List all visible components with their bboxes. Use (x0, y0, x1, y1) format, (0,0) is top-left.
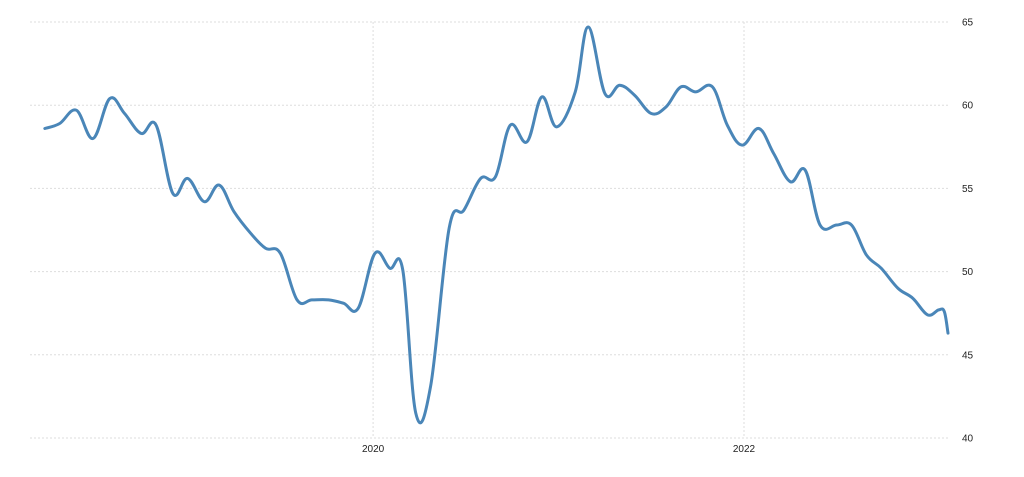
axis-labels: 40 45 50 55 60 65 2020 2022 (362, 18, 974, 456)
y-tick-label: 45 (962, 350, 974, 361)
y-tick-label: 65 (962, 18, 974, 29)
y-tick-label: 55 (962, 184, 974, 195)
x-tick-label: 2020 (362, 444, 385, 455)
y-tick-label: 50 (962, 267, 974, 278)
series-line (43, 25, 950, 425)
series-layer (43, 25, 950, 425)
y-tick-label: 60 (962, 101, 974, 112)
grid-lines (30, 21, 948, 439)
y-tick-label: 40 (962, 434, 974, 445)
x-tick-label: 2022 (733, 444, 756, 455)
